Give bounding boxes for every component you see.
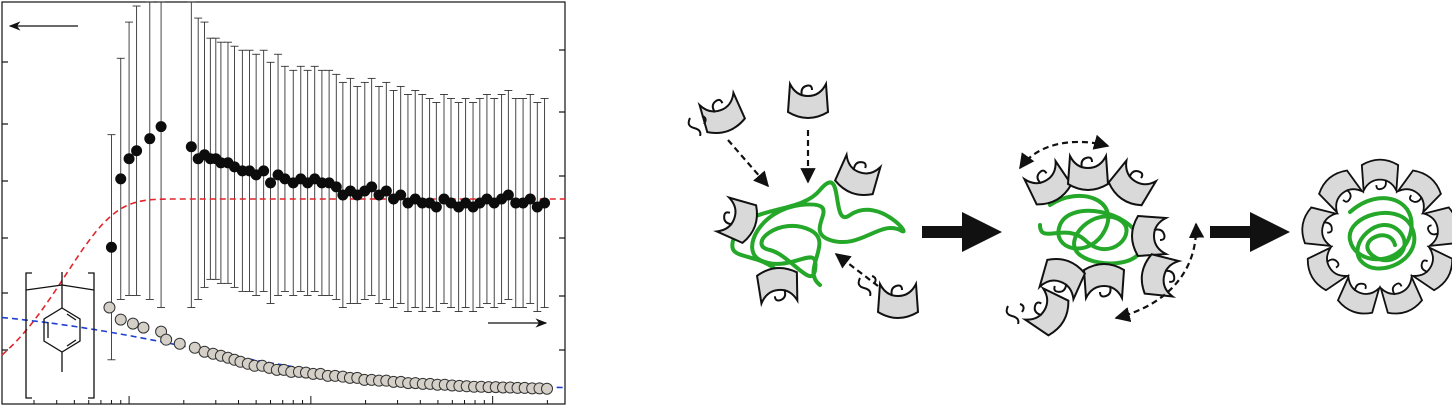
exchange-arrow-2 — [1114, 222, 1205, 323]
stage-2-partial-binding — [1005, 134, 1205, 340]
y-ticks-right — [559, 49, 565, 351]
process-arrow-2 — [1210, 212, 1290, 252]
protein — [1411, 245, 1452, 294]
data-point-black — [144, 133, 156, 145]
data-point-black — [366, 181, 378, 193]
grey-series — [103, 301, 553, 395]
data-point-grey — [173, 337, 186, 350]
data-point-black — [539, 197, 551, 209]
polymer-chain-2 — [1038, 194, 1144, 266]
data-point-black — [155, 121, 167, 133]
data-point-grey — [137, 321, 150, 334]
data-point-black — [279, 173, 291, 185]
data-point-black — [185, 141, 197, 153]
data-point-black — [395, 189, 407, 201]
data-point-black — [123, 153, 135, 165]
data-point-grey — [103, 301, 116, 314]
data-point-black — [258, 165, 270, 177]
protein — [1378, 275, 1425, 319]
plot-panel — [1, 1, 566, 405]
data-point-black — [430, 201, 442, 213]
diffusion-arrow-1 — [727, 139, 770, 188]
x-ticks — [1, 396, 548, 404]
data-point-black — [330, 181, 342, 193]
data-point-black — [131, 145, 143, 157]
data-point-black — [380, 185, 392, 197]
data-point-grey — [114, 313, 127, 326]
stage-3-full-coverage — [1298, 158, 1452, 319]
protein — [1422, 205, 1452, 249]
data-point-black — [265, 177, 277, 189]
protein — [1360, 158, 1400, 192]
schematic-panel — [687, 83, 1452, 340]
fit-curve-red — [1, 198, 565, 356]
data-point-black — [105, 241, 117, 253]
fit-curve-blue — [1, 316, 566, 389]
data-point-grey — [540, 382, 553, 395]
data-point-black — [115, 173, 127, 185]
monomer-structure-inset — [25, 272, 95, 399]
protein — [1298, 205, 1338, 249]
protein — [1335, 275, 1382, 319]
data-point-grey — [160, 333, 173, 346]
data-point-black — [524, 193, 536, 205]
data-point-black — [502, 189, 514, 201]
polymer-chain-1 — [730, 180, 906, 297]
exchange-arrow-1 — [1019, 134, 1110, 170]
diffusion-arrow-3 — [834, 253, 879, 287]
y-ticks-left — [2, 61, 8, 351]
stage-1-free-polymer — [687, 83, 919, 319]
protein — [1302, 245, 1349, 294]
process-arrow-1 — [922, 212, 1002, 252]
plot-frame — [1, 1, 566, 405]
black-series — [105, 121, 551, 253]
polymer-chain-3 — [1347, 196, 1417, 271]
data-point-grey — [126, 317, 139, 330]
